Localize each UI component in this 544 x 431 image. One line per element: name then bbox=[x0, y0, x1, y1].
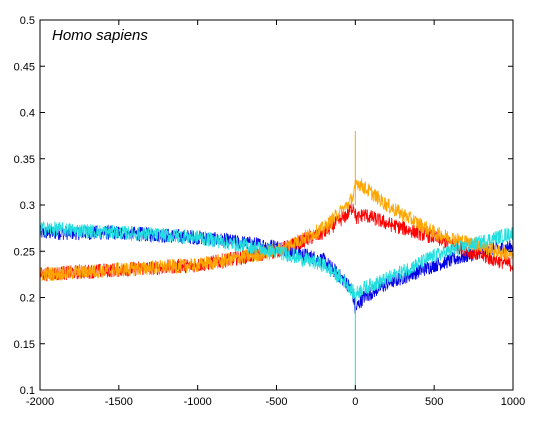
tick-layer: -2000 -1500 -1000 -500 0 500 1000 0.1 0.15 0.2 0.2… bbox=[14, 15, 526, 408]
x-tick-label: 500 bbox=[425, 396, 443, 408]
y-tick-label: 0.15 bbox=[14, 339, 35, 351]
x-tick-label: 1000 bbox=[501, 396, 525, 408]
series-line-3 bbox=[39, 178, 514, 282]
y-tick-label: 0.5 bbox=[20, 15, 35, 27]
y-tick-label: 0.45 bbox=[14, 61, 35, 73]
y-tick-label: 0.25 bbox=[14, 246, 35, 258]
y-tick-label: 0.2 bbox=[20, 293, 35, 305]
y-tick-label: 0.3 bbox=[20, 200, 35, 212]
x-tick-label: -1500 bbox=[105, 396, 133, 408]
series-line-1 bbox=[39, 224, 514, 314]
x-tick-label: 0 bbox=[352, 396, 358, 408]
y-tick-label: 0.1 bbox=[20, 385, 35, 397]
x-tick-label: -2000 bbox=[26, 396, 54, 408]
plot-background bbox=[40, 20, 513, 390]
chart-title: Homo sapiens bbox=[52, 27, 148, 44]
series-layer bbox=[39, 131, 514, 390]
x-tick-label: -1000 bbox=[184, 396, 212, 408]
series-line-4 bbox=[39, 221, 514, 302]
y-tick-label: 0.35 bbox=[14, 154, 35, 166]
x-tick-label: -500 bbox=[265, 396, 287, 408]
y-tick-label: 0.4 bbox=[20, 108, 35, 120]
